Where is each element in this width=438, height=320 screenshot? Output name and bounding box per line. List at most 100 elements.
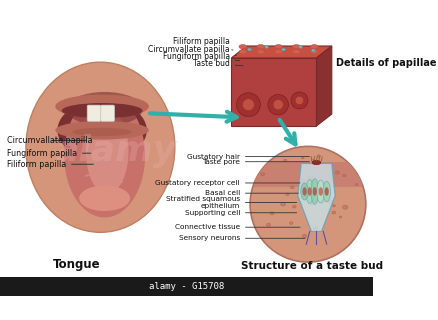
- Ellipse shape: [313, 227, 317, 230]
- Ellipse shape: [342, 174, 345, 177]
- Ellipse shape: [66, 92, 143, 126]
- Ellipse shape: [99, 188, 103, 190]
- Ellipse shape: [267, 94, 288, 115]
- Ellipse shape: [99, 175, 103, 177]
- Ellipse shape: [311, 159, 314, 162]
- Text: Filiform papilla: Filiform papilla: [173, 37, 233, 50]
- Ellipse shape: [316, 180, 324, 203]
- Ellipse shape: [113, 195, 117, 198]
- Ellipse shape: [264, 46, 268, 48]
- Ellipse shape: [269, 212, 273, 215]
- Ellipse shape: [247, 48, 251, 51]
- Polygon shape: [316, 46, 331, 126]
- Ellipse shape: [332, 204, 335, 207]
- Ellipse shape: [327, 200, 332, 204]
- Polygon shape: [297, 164, 335, 231]
- FancyBboxPatch shape: [101, 105, 114, 121]
- Ellipse shape: [96, 124, 100, 127]
- Ellipse shape: [55, 94, 148, 118]
- Ellipse shape: [274, 44, 282, 49]
- Ellipse shape: [316, 155, 320, 157]
- Ellipse shape: [120, 181, 123, 183]
- Ellipse shape: [26, 62, 174, 232]
- Ellipse shape: [302, 234, 306, 237]
- Ellipse shape: [86, 109, 128, 194]
- Ellipse shape: [242, 99, 254, 111]
- Ellipse shape: [331, 211, 335, 214]
- Ellipse shape: [280, 203, 285, 206]
- Text: Fungiform papilla: Fungiform papilla: [7, 149, 91, 158]
- Bar: [253, 162, 362, 187]
- Ellipse shape: [64, 94, 145, 217]
- Ellipse shape: [104, 183, 110, 186]
- Ellipse shape: [285, 193, 289, 196]
- Text: Gustatory receptor cell: Gustatory receptor cell: [155, 180, 300, 186]
- Text: Tongue: Tongue: [53, 258, 100, 271]
- Ellipse shape: [310, 179, 318, 204]
- Ellipse shape: [320, 200, 324, 203]
- Ellipse shape: [301, 157, 304, 159]
- Ellipse shape: [307, 176, 312, 179]
- Ellipse shape: [86, 174, 90, 176]
- Polygon shape: [231, 46, 331, 58]
- Ellipse shape: [272, 100, 283, 110]
- Ellipse shape: [236, 93, 260, 116]
- Text: Gustatory hair: Gustatory hair: [187, 154, 309, 160]
- Ellipse shape: [108, 186, 111, 187]
- Ellipse shape: [298, 46, 302, 48]
- Text: alamy: alamy: [54, 134, 177, 169]
- Ellipse shape: [274, 50, 282, 54]
- Ellipse shape: [292, 50, 300, 54]
- Ellipse shape: [256, 44, 264, 49]
- Ellipse shape: [310, 44, 318, 49]
- Ellipse shape: [318, 187, 322, 196]
- Ellipse shape: [324, 187, 328, 196]
- Ellipse shape: [289, 222, 292, 224]
- Ellipse shape: [312, 187, 316, 196]
- Ellipse shape: [238, 44, 246, 49]
- Ellipse shape: [355, 184, 357, 186]
- Text: alamy - G15708: alamy - G15708: [148, 282, 223, 291]
- Ellipse shape: [125, 123, 130, 126]
- Ellipse shape: [302, 187, 306, 196]
- Ellipse shape: [256, 50, 264, 54]
- Ellipse shape: [322, 181, 330, 202]
- FancyBboxPatch shape: [87, 105, 101, 121]
- Ellipse shape: [290, 92, 307, 109]
- Ellipse shape: [294, 96, 303, 105]
- Text: Taste bud: Taste bud: [192, 59, 243, 68]
- Ellipse shape: [310, 50, 318, 54]
- Ellipse shape: [339, 216, 341, 218]
- Ellipse shape: [92, 189, 97, 192]
- Ellipse shape: [101, 137, 104, 139]
- Text: Sensory neurons: Sensory neurons: [178, 235, 304, 241]
- Ellipse shape: [57, 100, 146, 160]
- Ellipse shape: [79, 128, 82, 130]
- Ellipse shape: [335, 171, 339, 174]
- Ellipse shape: [292, 205, 296, 208]
- Ellipse shape: [104, 152, 106, 154]
- Ellipse shape: [292, 44, 300, 49]
- Text: Circumvallate papilla: Circumvallate papilla: [148, 45, 236, 55]
- Ellipse shape: [55, 121, 148, 140]
- Text: Details of papillae: Details of papillae: [335, 58, 435, 68]
- Ellipse shape: [310, 203, 313, 205]
- Ellipse shape: [311, 49, 314, 52]
- Text: Connective tissue: Connective tissue: [174, 224, 300, 230]
- Text: Taste pore: Taste pore: [201, 159, 309, 165]
- Ellipse shape: [305, 180, 313, 204]
- Ellipse shape: [266, 223, 270, 226]
- Ellipse shape: [250, 146, 365, 262]
- Ellipse shape: [311, 160, 320, 165]
- Text: Structure of a taste bud: Structure of a taste bud: [240, 260, 382, 271]
- Bar: [231, 58, 316, 126]
- Bar: [0, 277, 373, 296]
- Ellipse shape: [307, 187, 311, 196]
- Text: Stratified squamous
epithelium: Stratified squamous epithelium: [166, 196, 296, 209]
- Ellipse shape: [72, 128, 131, 136]
- Ellipse shape: [84, 175, 88, 177]
- Ellipse shape: [281, 48, 285, 51]
- Text: Supporting cell: Supporting cell: [184, 210, 296, 216]
- Ellipse shape: [290, 186, 293, 189]
- Ellipse shape: [301, 179, 305, 182]
